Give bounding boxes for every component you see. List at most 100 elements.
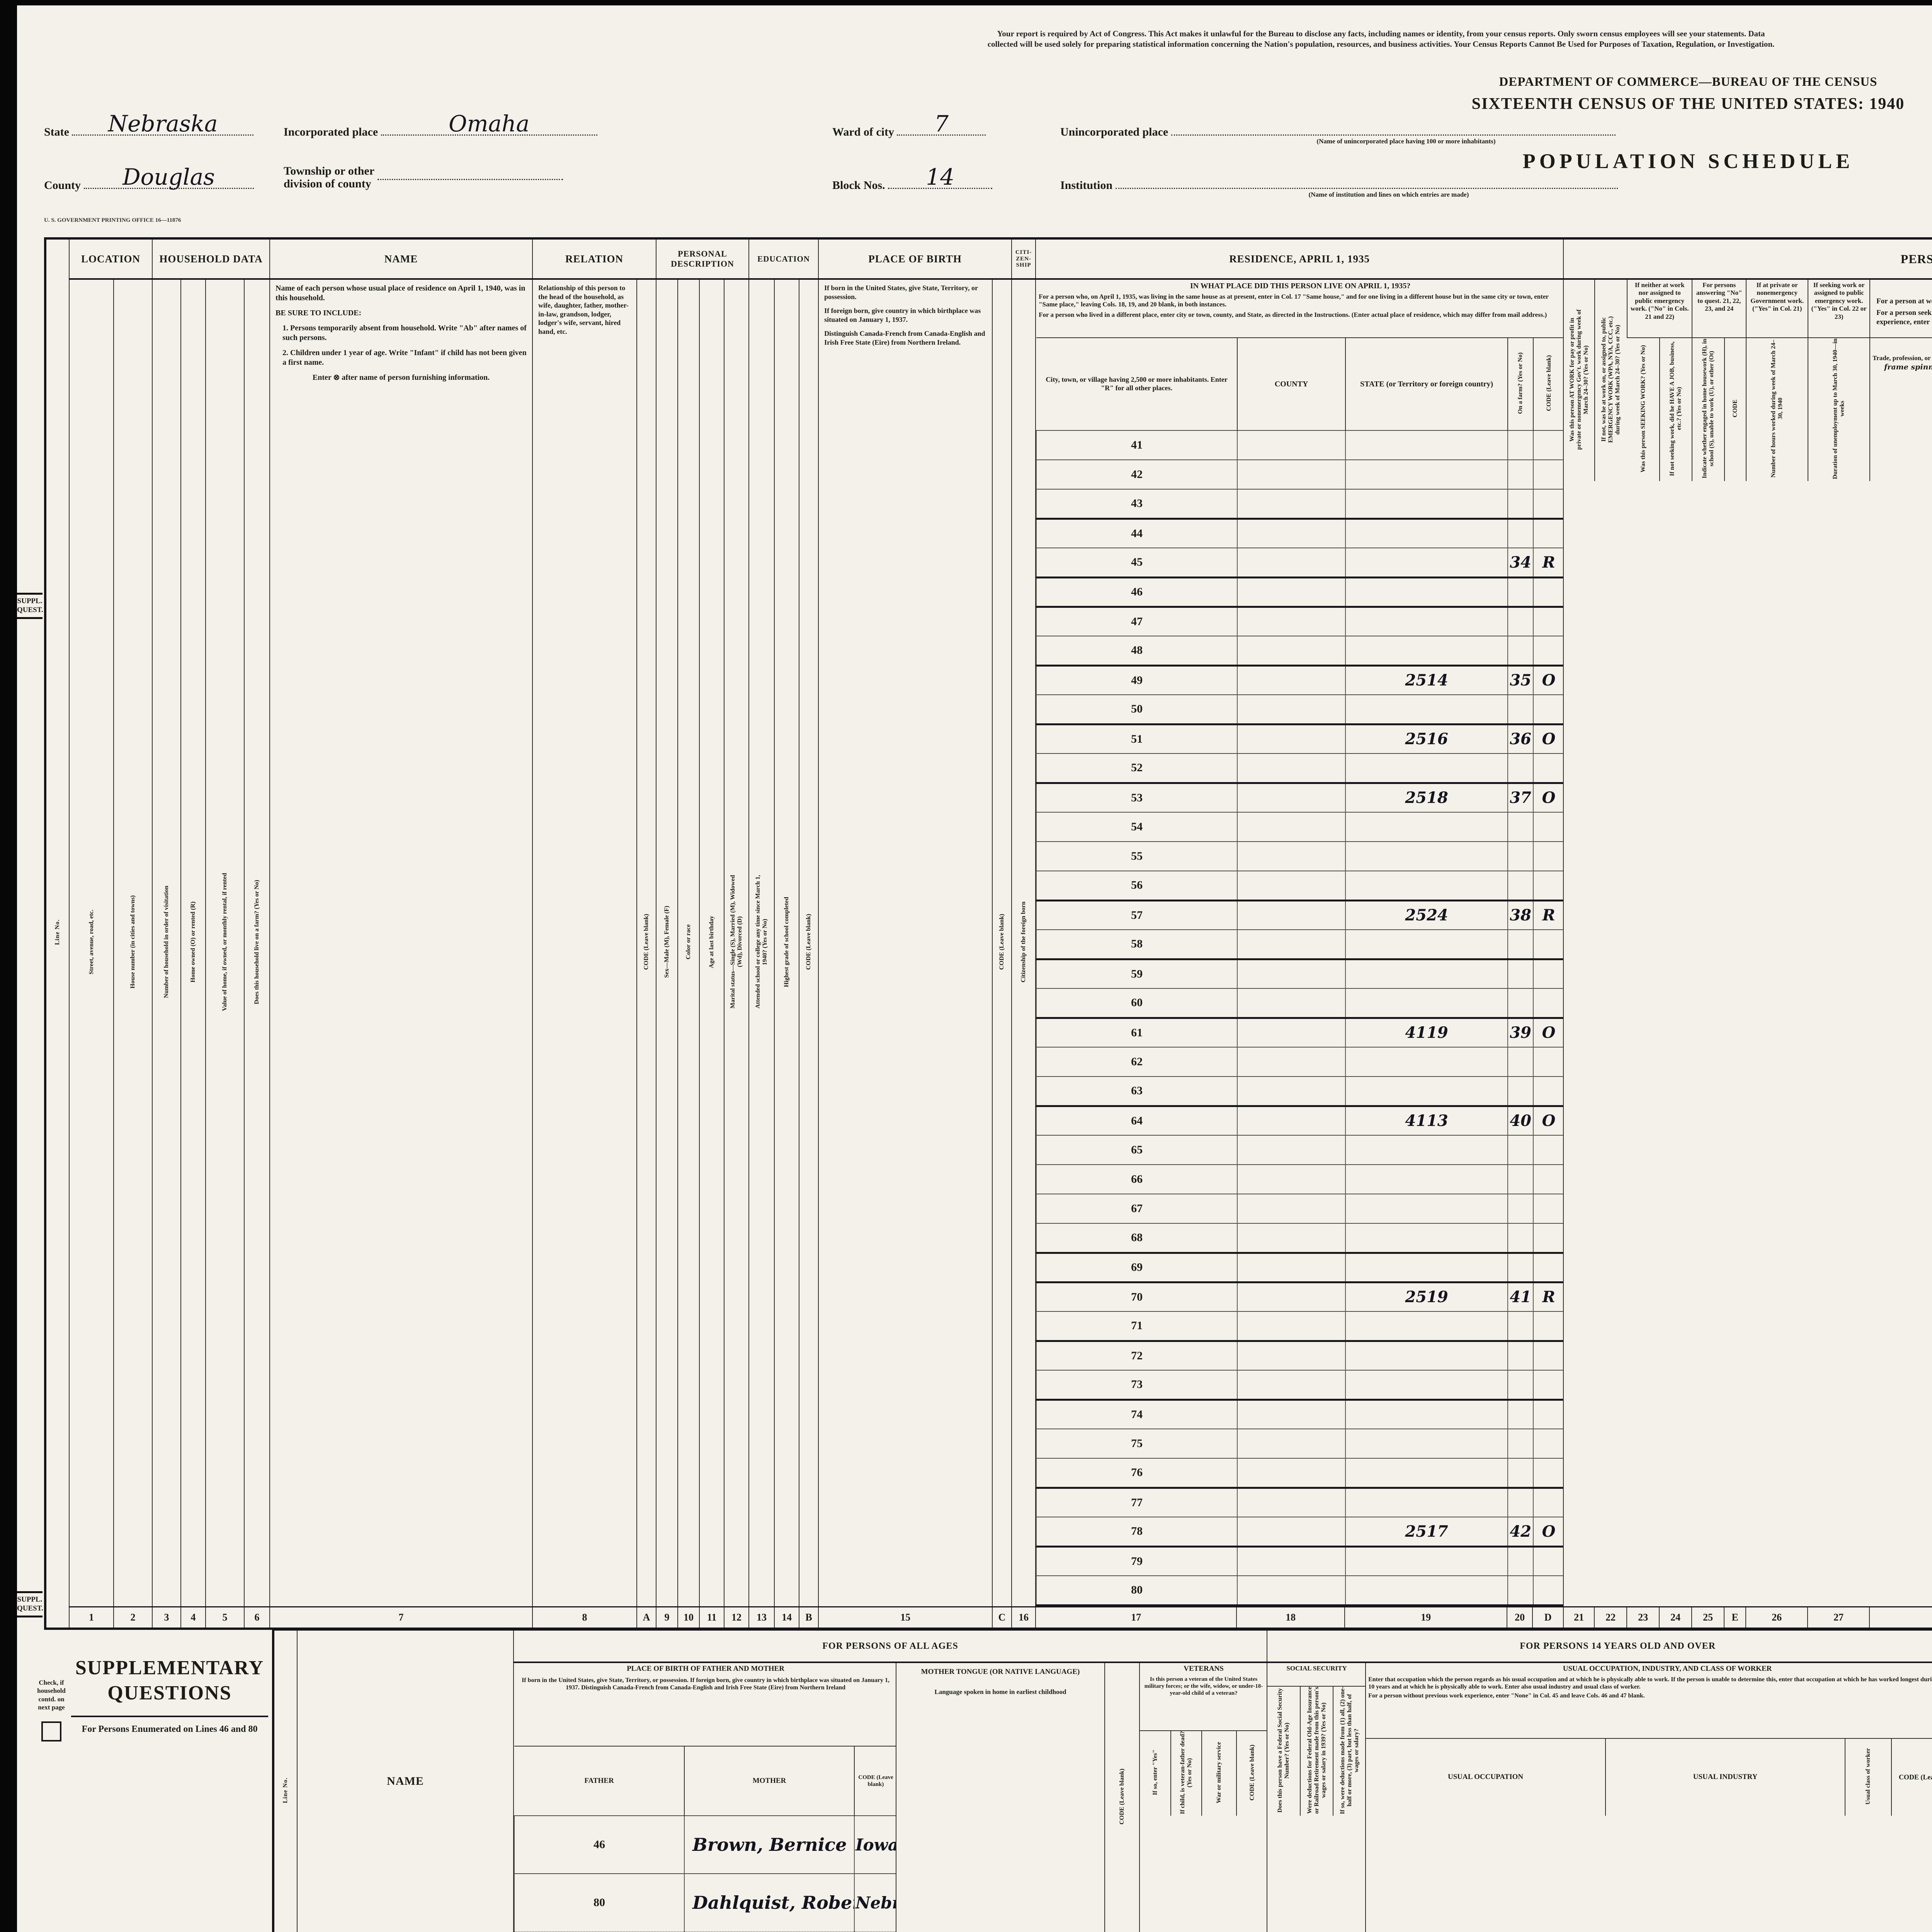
cell-hh xyxy=(1507,1546,1534,1576)
table-row: 47—— Margaret JeanDaughterFW5SYesNebrask… xyxy=(1036,606,1563,636)
group-location: LOCATION xyxy=(69,238,153,280)
cell-own xyxy=(1533,871,1563,901)
cell-street xyxy=(1237,606,1346,636)
supp-social-security: SOCIAL SECURITY Does this person have a … xyxy=(1267,1662,1366,1932)
cell-hh xyxy=(1507,1429,1534,1459)
column-number: 8 xyxy=(532,1606,638,1629)
cell-hh xyxy=(1507,430,1534,460)
col-25-engaged: Indicate whether engaged in home housewo… xyxy=(1692,337,1725,481)
cell-street xyxy=(1237,812,1346,842)
cell-hh xyxy=(1507,606,1534,636)
cell-hh xyxy=(1507,1340,1534,1371)
cell-own xyxy=(1533,1311,1563,1342)
column-number: 1 xyxy=(69,1606,114,1629)
suppl-quest-stamp: SUPPL. QUEST. xyxy=(17,593,43,619)
cell-own: O xyxy=(1533,782,1563,813)
col-28-occupation: OCCUPATION Trade, profession, or particu… xyxy=(1869,337,1932,481)
line-number: 51 xyxy=(1036,724,1238,754)
col-46-usual-industry: USUAL INDUSTRY xyxy=(1605,1738,1845,1816)
line-number: 55 xyxy=(1036,841,1238,871)
line-number: 62 xyxy=(1036,1047,1238,1077)
cell-own: O xyxy=(1533,1517,1563,1548)
col-code-j: CODE (Leave blank) xyxy=(1891,1738,1932,1816)
column-number: 23 xyxy=(1626,1606,1660,1629)
cell-hh xyxy=(1507,959,1534,989)
line-number: 59 xyxy=(1036,959,1238,989)
cell-street xyxy=(1237,1340,1346,1371)
continuation-checkbox[interactable] xyxy=(41,1721,61,1742)
field-township: Township or other division of county xyxy=(284,165,563,190)
cell-street xyxy=(1237,841,1346,871)
col-race: Color or race xyxy=(677,279,700,1607)
cell-house: 2514 xyxy=(1345,665,1509,695)
field-county: County Douglas xyxy=(44,164,254,192)
cell-street xyxy=(1237,1194,1346,1224)
col-27-duration: Duration of unemployment up to March 30,… xyxy=(1808,337,1870,481)
line-number: 65 xyxy=(1036,1135,1238,1165)
col-household-number: Number of household in order of visitati… xyxy=(152,279,181,1607)
line-no-header: Line No. xyxy=(45,238,70,1629)
table-row: 65—— FlorenceWifeFW35MNoC2Nebraska69Same… xyxy=(1036,1135,1563,1165)
cell-house xyxy=(1345,548,1509,578)
cell-hh xyxy=(1507,753,1534,784)
cell-own xyxy=(1533,489,1563,520)
cell-hh xyxy=(1507,871,1534,901)
col-code-i: CODE (Leave blank) xyxy=(1236,1730,1267,1816)
cell-street xyxy=(1237,1164,1346,1194)
line-number: 60 xyxy=(1036,988,1238,1019)
column-number: 20 xyxy=(1507,1606,1533,1629)
field-state: State Nebraska xyxy=(44,111,254,139)
cell-own xyxy=(1533,1575,1563,1606)
col-res-city: City, town, or village having 2,500 or m… xyxy=(1036,337,1238,430)
schedule-title: POPULATION SCHEDULE xyxy=(1522,150,1854,173)
line-number: 56 xyxy=(1036,871,1238,901)
col-45-usual-occupation: USUAL OCCUPATION xyxy=(1366,1738,1606,1816)
cell-street xyxy=(1237,1575,1346,1606)
col-marital: Marital status—Single (S), Married (M), … xyxy=(724,279,750,1607)
cell-house xyxy=(1345,1135,1509,1165)
cell-own xyxy=(1533,988,1563,1019)
cell-hh xyxy=(1507,636,1534,667)
cell-own xyxy=(1533,959,1563,989)
cell-street xyxy=(1237,489,1346,520)
line-number: 46 xyxy=(1036,577,1238,608)
cell-street xyxy=(1237,548,1346,578)
cell-own xyxy=(1533,1340,1563,1371)
column-number: 18 xyxy=(1236,1606,1345,1629)
col-24-have-job: If not seeking work, did he HAVE A JOB, … xyxy=(1659,337,1692,481)
cell-street xyxy=(1237,1458,1346,1489)
column-number: 7 xyxy=(269,1606,533,1629)
check-strip: Check, if household contd. on next page xyxy=(36,1632,67,1903)
column-number: 6 xyxy=(243,1606,270,1629)
cell-hh xyxy=(1507,577,1534,608)
cell-hh xyxy=(1507,1370,1534,1401)
table-row: 49251435O1600NoSanders, Jasper RHeadMW51… xyxy=(1036,665,1563,695)
cell-hh xyxy=(1507,518,1534,548)
column-number: 13 xyxy=(748,1606,775,1629)
field-unincorporated: Unincorporated place xyxy=(1060,121,1616,139)
cell-own xyxy=(1533,577,1563,608)
cell-own: R xyxy=(1533,1282,1563,1312)
cell-street xyxy=(1237,1017,1346,1048)
col-grade: Highest grade of school completed xyxy=(774,279,800,1607)
col-relation-description: Relationship of this person to the head … xyxy=(532,279,638,1607)
line-no-header: Line No. xyxy=(273,1629,298,1932)
table-row: 63—— GladysDaughterFW34SNoC4Nebraska69Sa… xyxy=(1036,1076,1563,1107)
col-22-emergency-work: If not, was he at work on, or assigned t… xyxy=(1594,280,1628,481)
census-title: SIXTEENTH CENSUS OF THE UNITED STATES: 1… xyxy=(1471,95,1905,113)
cell-street xyxy=(1237,1105,1346,1136)
line-number: 80 xyxy=(514,1873,685,1932)
table-row: 75—— DonaldSonMW1SNoNebraska6975 xyxy=(1036,1429,1563,1459)
col-code-g: CODE (Leave blank) xyxy=(854,1746,895,1816)
table-row: 46—— Bernice D xWifeFW28MNoH4Iowa65Same … xyxy=(1036,577,1563,608)
table-row: 57252438R5000NoGriswa, FelixHeadMW37MNo8… xyxy=(1036,900,1563,930)
table-row: 66—— LorraineDaughterFW14SYes8Nebraska61… xyxy=(1036,1164,1563,1194)
table-row: 55—— Lee EugeneSonMW14SNo8Nebraska69Same… xyxy=(1036,841,1563,871)
cell-own: O xyxy=(1533,665,1563,695)
table-row: 80—— Robert EGrand sonMW6SYesNebraska698… xyxy=(1036,1575,1563,1606)
col-res-state: STATE (or Territory or foreign country) xyxy=(1345,337,1508,430)
line-number: 61 xyxy=(1036,1017,1238,1048)
supp-usual-occupation: USUAL OCCUPATION, INDUSTRY, AND CLASS OF… xyxy=(1365,1662,1932,1932)
cell-house xyxy=(1345,1399,1509,1429)
